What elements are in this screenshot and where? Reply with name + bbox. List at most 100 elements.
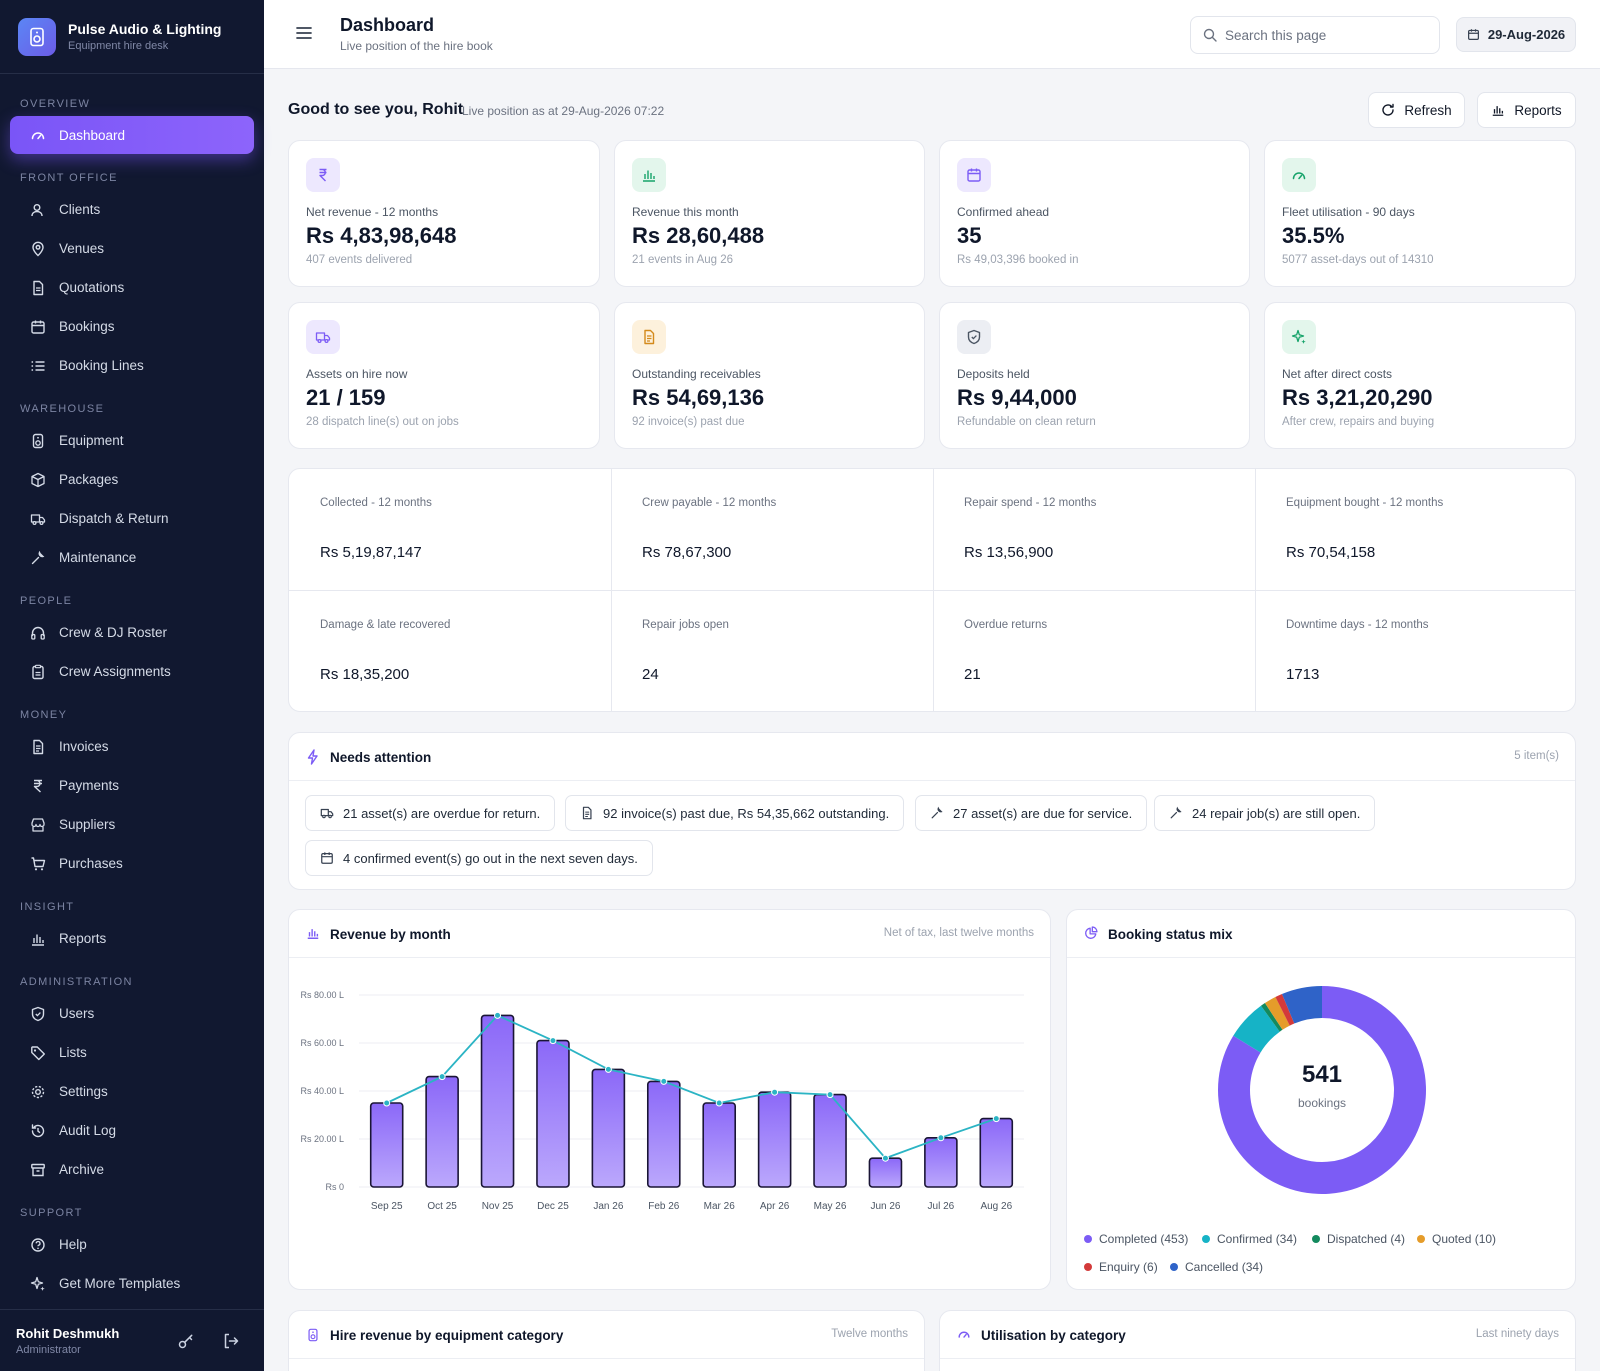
brand[interactable]: Pulse Audio & Lighting Equipment hire de… [0, 0, 264, 74]
sidebar-nav: OVERVIEW Dashboard FRONT OFFICE Clients … [0, 74, 264, 1303]
sidebar-item-dashboard[interactable]: Dashboard [10, 116, 254, 154]
sidebar-item-lists[interactable]: Lists [10, 1033, 254, 1072]
date-label: 29-Aug-2026 [1487, 27, 1566, 42]
donut-total-label: bookings [1297, 1096, 1347, 1110]
sidebar-item-quotations[interactable]: Quotations [10, 268, 254, 307]
shield-icon [30, 1006, 46, 1022]
stat-label: Overdue returns [964, 619, 1048, 631]
category-revenue-header: Hire revenue by equipment category Twelv… [289, 1311, 924, 1359]
rupee-icon [30, 778, 46, 794]
attention-item[interactable]: 27 asset(s) are due for service. [915, 795, 1148, 831]
sidebar-item-label: Suppliers [59, 817, 116, 832]
document-icon [30, 280, 46, 296]
lightning-icon [306, 749, 320, 765]
stats-grid: Collected - 12 months Rs 5,19,87,147 Crew… [288, 468, 1576, 712]
nav-section-money: MONEY [20, 709, 68, 721]
x-tick-label: Aug 26 [980, 1201, 1012, 1212]
sidebar-item-label: Reports [59, 931, 107, 946]
sidebar-item-clients[interactable]: Clients [10, 190, 254, 229]
legend-label: Quoted (10) [1432, 1232, 1497, 1246]
sidebar-item-suppliers[interactable]: Suppliers [10, 805, 254, 844]
sidebar-item-booking-lines[interactable]: Booking Lines [10, 346, 254, 385]
refresh-button[interactable]: Refresh [1368, 92, 1465, 128]
attention-item[interactable]: 92 invoice(s) past due, Rs 54,35,662 out… [565, 795, 905, 831]
attention-panel: Needs attention 5 item(s) 21 asset(s) ar… [288, 732, 1576, 890]
x-tick-label: Mar 26 [704, 1201, 736, 1212]
attention-item[interactable]: 4 confirmed event(s) go out in the next … [305, 840, 653, 876]
revenue-bar [425, 1075, 459, 1188]
revenue-chart: Rs 0 Rs 20.00 L Rs 40.00 L Rs 60.00 L Rs 80.… [300, 990, 1024, 1212]
nav-section-front-office: FRONT OFFICE [20, 172, 118, 184]
search-input[interactable] [1225, 27, 1425, 43]
kpi-label: Deposits held [957, 367, 1030, 381]
sparkle-icon [1282, 320, 1316, 354]
kpi-value: Rs 4,83,98,648 [306, 223, 457, 248]
date-picker-button[interactable]: 29-Aug-2026 [1456, 17, 1576, 52]
kpi-label: Assets on hire now [306, 367, 408, 381]
sidebar-item-templates[interactable]: Get More Templates [10, 1264, 254, 1303]
calendar-icon [1467, 28, 1480, 41]
sidebar-item-invoices[interactable]: Invoices [10, 727, 254, 766]
sidebar-item-venues[interactable]: Venues [10, 229, 254, 268]
kpi-card: Revenue this month Rs 28,60,488 21 event… [614, 140, 925, 287]
trend-point [826, 1091, 834, 1099]
sidebar-item-purchases[interactable]: Purchases [10, 844, 254, 883]
kpi-card: Outstanding receivables Rs 54,69,136 92 … [614, 302, 925, 449]
reports-button[interactable]: Reports [1477, 92, 1576, 128]
sidebar-item-label: Archive [59, 1162, 105, 1177]
sidebar-item-bookings[interactable]: Bookings [10, 307, 254, 346]
legend-item: Enquiry (6) [1084, 1260, 1158, 1274]
tag-icon [30, 1045, 46, 1061]
sidebar-item-users[interactable]: Users [10, 994, 254, 1033]
category-revenue-title: Hire revenue by equipment category [330, 1328, 564, 1343]
attention-item[interactable]: 24 repair job(s) are still open. [1154, 795, 1376, 831]
brand-title: Pulse Audio & Lighting [68, 21, 222, 37]
x-tick-label: Jun 26 [870, 1201, 900, 1212]
legend-item: Quoted (10) [1417, 1232, 1496, 1246]
key-icon[interactable] [177, 1332, 195, 1350]
kpi-value: 35 [957, 223, 982, 248]
user-role: Administrator [16, 1343, 81, 1356]
search-box[interactable] [1190, 16, 1440, 54]
sidebar-item-packages[interactable]: Packages [10, 460, 254, 499]
legend-item: Dispatched (4) [1312, 1232, 1405, 1246]
sidebar-item-payments[interactable]: Payments [10, 766, 254, 805]
nav-section-administration: ADMINISTRATION [20, 976, 133, 988]
sidebar-item-reports[interactable]: Reports [10, 919, 254, 958]
sidebar-item-label: Get More Templates [59, 1276, 181, 1291]
revenue-panel-note: Net of tax, last twelve months [883, 927, 1034, 939]
bar-chart-icon [1491, 103, 1505, 117]
nav-section-warehouse: WAREHOUSE [20, 403, 105, 415]
sidebar-item-settings[interactable]: Settings [10, 1072, 254, 1111]
kpi-card: Fleet utilisation - 90 days 35.5% 5077 a… [1264, 140, 1576, 287]
bar-chart-icon [306, 926, 320, 940]
sidebar-item-crew-assignments[interactable]: Crew Assignments [10, 652, 254, 691]
sidebar-item-crew[interactable]: Crew & DJ Roster [10, 613, 254, 652]
attention-count: 5 item(s) [1514, 750, 1559, 762]
shield-icon [957, 320, 991, 354]
live-position-text: Live position as at 29-Aug-2026 07:22 [462, 104, 665, 118]
sidebar-item-archive[interactable]: Archive [10, 1150, 254, 1189]
trend-point [604, 1065, 612, 1073]
sidebar-item-dispatch[interactable]: Dispatch & Return [10, 499, 254, 538]
kpi-label: Net after direct costs [1282, 367, 1393, 381]
sidebar-item-equipment[interactable]: Equipment [10, 421, 254, 460]
x-tick-label: Sep 25 [371, 1201, 403, 1212]
kpi-subtext: 21 events in Aug 26 [632, 254, 734, 266]
y-tick-label: Rs 80.00 L [300, 990, 344, 1000]
status-panel-title: Booking status mix [1108, 927, 1233, 942]
revenue-bar [757, 1091, 792, 1188]
kpi-label: Net revenue - 12 months [306, 205, 439, 219]
revenue-bar [924, 1137, 958, 1188]
nav-section-people: PEOPLE [20, 595, 73, 607]
stat-value: Rs 5,19,87,147 [320, 544, 422, 561]
stat-value: Rs 18,35,200 [320, 666, 410, 683]
sidebar-item-help[interactable]: Help [10, 1225, 254, 1264]
stat-label: Damage & late recovered [320, 619, 451, 631]
sidebar-item-maintenance[interactable]: Maintenance [10, 538, 254, 577]
attention-item[interactable]: 21 asset(s) are overdue for return. [305, 795, 556, 831]
logout-icon[interactable] [222, 1332, 240, 1350]
utilisation-note: Last ninety days [1475, 1328, 1559, 1340]
sidebar-item-audit-log[interactable]: Audit Log [10, 1111, 254, 1150]
menu-icon[interactable] [296, 26, 312, 40]
